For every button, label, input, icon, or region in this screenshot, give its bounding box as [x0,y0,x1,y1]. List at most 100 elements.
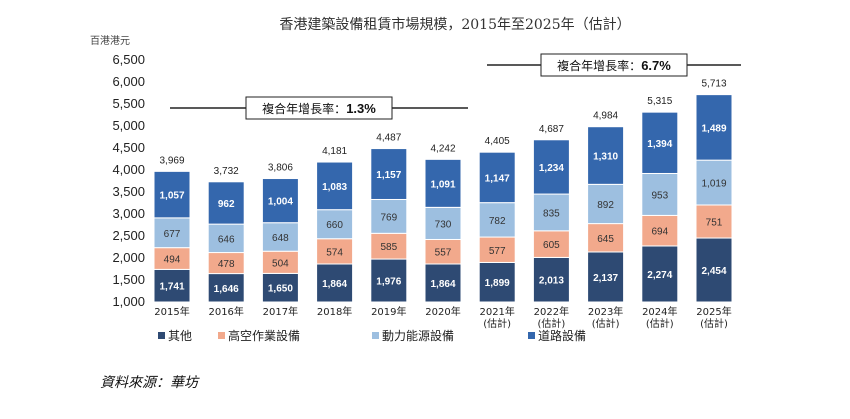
bar-segment [424,206,462,240]
legend-item: 高空作業設備 [218,328,300,343]
bar-stack: 2,454 751 1,019 1,489 5,713 [695,79,733,303]
x-tick-label: 2020年 [425,305,460,318]
bar-value-label: 953 [651,190,668,201]
bar-segment [207,273,245,303]
legend-label: 道路設備 [538,328,586,343]
bar-stack: 1,741 494 677 1,057 3,969 [153,155,191,303]
bar-value-label: 1,864 [430,279,455,290]
bar-value-label: 646 [218,234,235,245]
y-tick-label: 1,000 [112,294,145,309]
bar-total-label: 4,181 [322,146,347,157]
bar-value-label: 1,394 [647,139,672,150]
legend-label: 動力能源設備 [382,328,454,343]
bar-segment [532,193,570,232]
y-tick-label: 3,000 [112,206,145,221]
bars-group: 1,741 494 677 1,057 3,969 1,646 478 646 962 3,732… [153,79,733,303]
bar-value-label: 1,741 [159,282,184,293]
bar-segment [153,170,191,219]
x-tick-label: 2023年 [588,305,623,318]
bar-segment [261,178,299,224]
cagr-text: 複合年增長率：1.3% [262,101,376,116]
bar-value-label: 1,004 [268,197,293,208]
bar-segment [370,198,408,234]
bar-segment [641,245,679,303]
legend-label: 高空作業設備 [228,328,300,343]
legend-label: 其他 [168,329,192,343]
bar-stack: 1,650 504 648 1,004 3,806 [261,163,299,303]
cagr-value: 1.3% [346,101,376,116]
bar-total-label: 3,732 [214,166,239,177]
bar-value-label: 835 [543,208,560,219]
bar-segment [424,263,462,303]
bar-value-label: 1,147 [485,173,510,184]
bar-stack: 2,013 605 835 1,234 4,687 [532,124,570,303]
bar-value-label: 557 [435,248,452,259]
x-tick-sublabel: (估計) [700,317,728,330]
cagr-label: 複合年增長率： [557,58,641,73]
bar-segment [478,202,516,238]
cagr-text: 複合年增長率：6.7% [557,58,671,73]
bar-value-label: 751 [706,218,723,229]
bar-value-label: 1,650 [268,284,293,295]
bar-segment [587,223,625,253]
bar-value-label: 494 [164,255,181,266]
y-axis: 1,000 1,500 2,000 2,500 3,000 3,500 4,000 4,500… [112,52,145,309]
bar-value-label: 605 [543,240,560,251]
bar-value-label: 2,137 [593,273,618,284]
x-tick-label: 2016年 [208,305,243,318]
bar-value-label: 1,091 [430,179,455,190]
x-tick-label: 2025年 [696,305,731,318]
bar-total-label: 4,405 [485,136,510,147]
bar-total-label: 4,487 [376,133,401,144]
bar-value-label: 962 [218,199,235,210]
legend-swatch [218,332,225,339]
bar-segment [424,158,462,208]
bar-value-label: 694 [651,227,668,238]
bar-segment [478,261,516,303]
bar-stack: 1,864 574 660 1,083 4,181 [316,146,354,303]
x-tick-label: 2017年 [263,305,298,318]
bar-total-label: 5,315 [647,96,672,107]
bar-segment [478,151,516,204]
bar-total-label: 3,806 [268,163,293,174]
legend: 其他 高空作業設備 動力能源設備 道路設備 [158,328,586,343]
bar-value-label: 645 [597,234,614,245]
y-tick-label: 4,000 [112,162,145,177]
bar-value-label: 677 [164,229,181,240]
cagr-annotation: 複合年增長率：6.7% [487,53,741,77]
bar-value-label: 577 [489,246,506,257]
bar-value-label: 2,013 [539,276,564,287]
bar-value-label: 1,899 [485,278,510,289]
bar-value-label: 1,646 [214,284,239,295]
bar-value-label: 1,057 [159,191,184,202]
bar-value-label: 585 [380,242,397,253]
y-axis-unit: 百港港元 [90,35,130,47]
bar-value-label: 648 [272,233,289,244]
y-tick-label: 2,500 [112,228,145,243]
y-tick-label: 6,500 [112,52,145,67]
bar-segment [316,161,354,211]
bar-total-label: 4,242 [430,143,455,154]
bar-value-label: 1,157 [376,170,401,181]
cagr-value: 6.7% [641,58,671,73]
bar-segment [532,139,570,195]
legend-swatch [372,332,379,339]
bar-value-label: 504 [272,258,289,269]
cagr-annotations: 複合年增長率：1.3%複合年增長率：6.7% [170,53,741,120]
y-tick-label: 5,000 [112,118,145,133]
bar-segment [695,237,733,303]
y-tick-label: 4,500 [112,140,145,155]
cagr-annotation: 複合年增長率：1.3% [170,96,468,120]
legend-swatch [528,332,535,339]
x-tick-label: 2021年 [479,305,514,318]
bar-stack: 2,274 694 953 1,394 5,315 [641,96,679,303]
y-tick-label: 6,000 [112,74,145,89]
x-tick-sublabel: (估計) [592,317,620,330]
legend-swatch [158,332,165,339]
legend-item: 動力能源設備 [372,328,454,343]
y-tick-label: 3,500 [112,184,145,199]
y-tick-label: 1,500 [112,272,145,287]
bar-total-label: 5,713 [701,79,726,90]
bar-segment [207,181,245,225]
